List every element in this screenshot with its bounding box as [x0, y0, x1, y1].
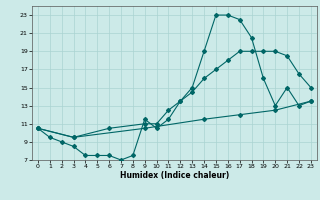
X-axis label: Humidex (Indice chaleur): Humidex (Indice chaleur)	[120, 171, 229, 180]
